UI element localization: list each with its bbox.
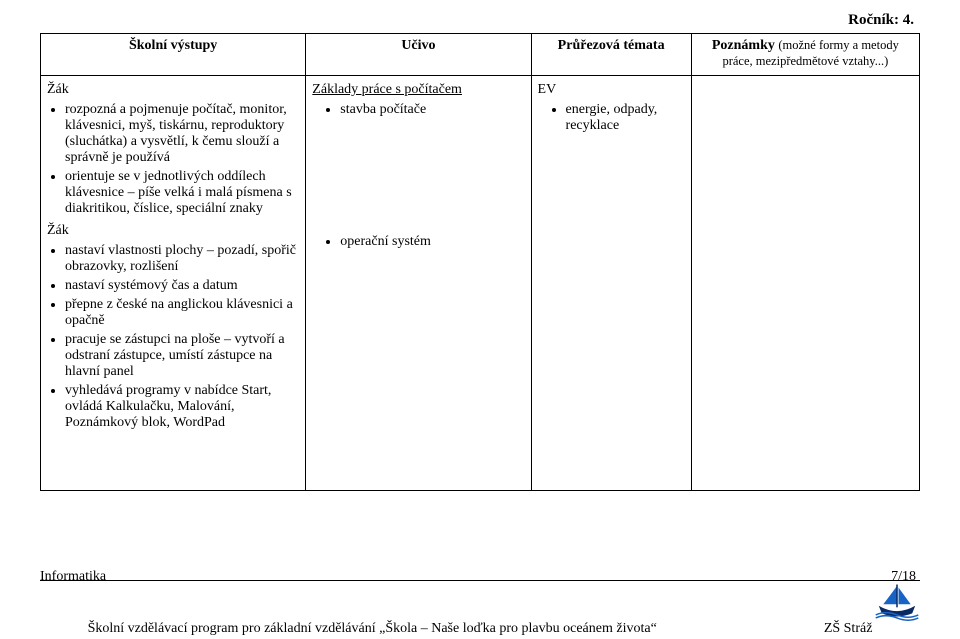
- topics-title: EV: [538, 82, 685, 98]
- footer-bar: [40, 580, 920, 621]
- content-list-2: operační systém: [340, 234, 524, 250]
- table-row: Žák rozpozná a pojmenuje počítač, monito…: [41, 76, 920, 491]
- curriculum-table: Školní výstupy Učivo Průřezová témata Po…: [40, 33, 920, 491]
- col-header-notes: Poznámky (možné formy a metody práce, me…: [691, 34, 919, 76]
- col-header-content: Učivo: [306, 34, 531, 76]
- list-item: nastaví systémový čas a datum: [65, 278, 299, 294]
- outputs-list-2: nastaví vlastnosti plochy – pozadí, spoř…: [65, 243, 299, 431]
- table-header-row: Školní výstupy Učivo Průřezová témata Po…: [41, 34, 920, 76]
- grade-label: Ročník: 4.: [40, 12, 920, 29]
- list-item: orientuje se v jednotlivých oddílech klá…: [65, 169, 299, 217]
- list-item: energie, odpady, recyklace: [566, 102, 685, 134]
- cell-content: Základy práce s počítačem stavba počítač…: [306, 76, 531, 491]
- list-item: stavba počítače: [340, 102, 524, 118]
- cell-notes: [691, 76, 919, 491]
- list-item: pracuje se zástupci na ploše – vytvoří a…: [65, 332, 299, 380]
- cell-outputs: Žák rozpozná a pojmenuje počítač, monito…: [41, 76, 306, 491]
- list-item: přepne z české na anglickou klávesnici a…: [65, 297, 299, 329]
- topics-list: energie, odpady, recyklace: [566, 102, 685, 134]
- col-header-outputs: Školní výstupy: [41, 34, 306, 76]
- content-list-1: stavba počítače: [340, 102, 524, 118]
- content-title: Základy práce s počítačem: [312, 82, 524, 98]
- col-header-topics: Průřezová témata: [531, 34, 691, 76]
- col-header-notes-main: Poznámky: [712, 38, 775, 53]
- school-name: ZŠ Stráž: [824, 621, 873, 636]
- outputs-list-1: rozpozná a pojmenuje počítač, monitor, k…: [65, 102, 299, 217]
- list-item: operační systém: [340, 234, 524, 250]
- footer-center: Školní vzdělávací program pro základní v…: [40, 621, 920, 637]
- pupil-label: Žák: [47, 82, 299, 98]
- list-item: nastaví vlastnosti plochy – pozadí, spoř…: [65, 243, 299, 275]
- list-item: rozpozná a pojmenuje počítač, monitor, k…: [65, 102, 299, 166]
- program-title: Školní vzdělávací program pro základní v…: [88, 621, 657, 636]
- boat-icon: [874, 583, 920, 621]
- cell-topics: EV energie, odpady, recyklace: [531, 76, 691, 491]
- list-item: vyhledává programy v nabídce Start, ovlá…: [65, 383, 299, 431]
- pupil-label: Žák: [47, 223, 299, 239]
